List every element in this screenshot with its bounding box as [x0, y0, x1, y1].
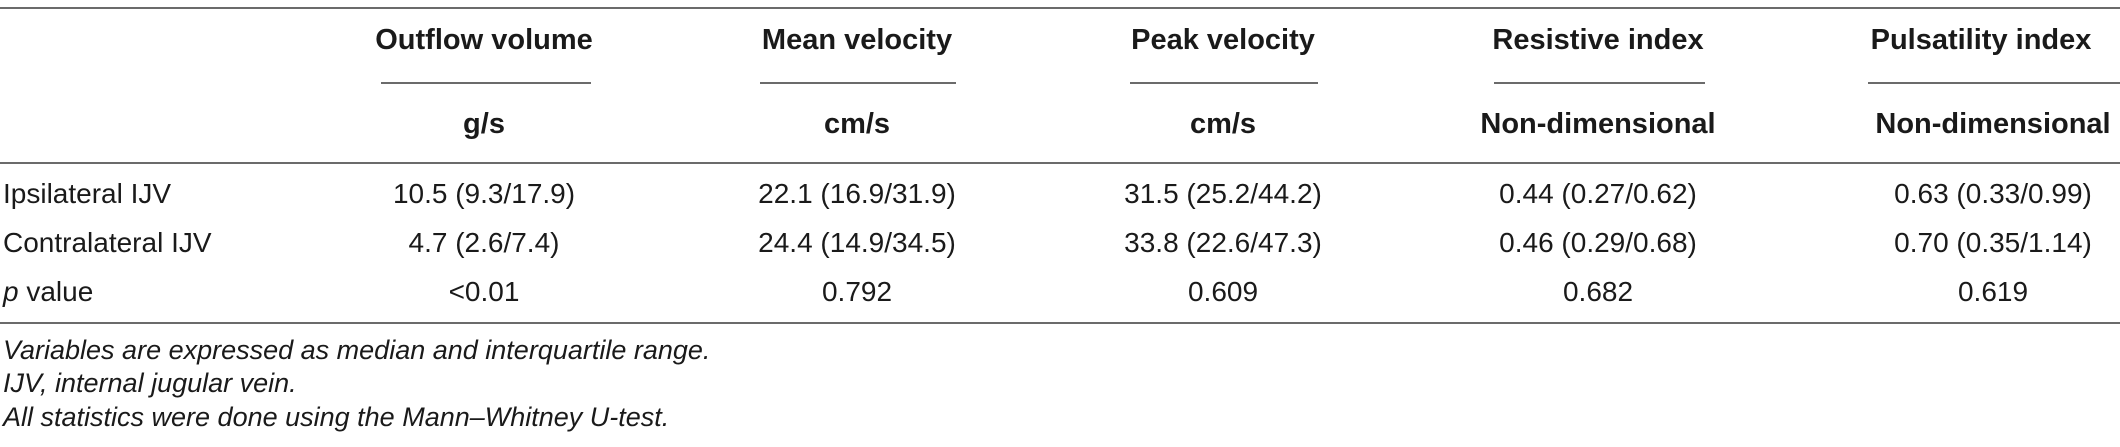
- cell-ipsi-mean: 22.1 (16.9/31.9): [758, 178, 956, 209]
- unit-resistive-index: Non-dimensional: [1480, 108, 1716, 140]
- p-value-label-text: value: [18, 276, 94, 307]
- p-symbol: p: [3, 276, 19, 307]
- cell-ipsi-resistive: 0.44 (0.27/0.62): [1499, 178, 1697, 209]
- row-label-ipsilateral: Ipsilateral IJV: [3, 178, 172, 209]
- header-outflow-volume: Outflow volume: [375, 24, 593, 56]
- header-underline-outflow: [381, 82, 591, 84]
- table-bottom-rule: [0, 322, 2120, 324]
- header-underline-pulsatility: [1868, 82, 2120, 84]
- cell-p-outflow: <0.01: [448, 276, 520, 307]
- unit-peak-velocity: cm/s: [1189, 108, 1257, 140]
- cell-contra-peak: 33.8 (22.6/47.3): [1124, 227, 1322, 258]
- unit-mean-velocity: cm/s: [823, 108, 891, 140]
- cell-ipsi-peak: 31.5 (25.2/44.2): [1124, 178, 1322, 209]
- cell-contra-mean: 24.4 (14.9/34.5): [758, 227, 956, 258]
- footnote-statistics: All statistics were done using the Mann–…: [3, 402, 670, 432]
- header-peak-velocity: Peak velocity: [1131, 24, 1315, 56]
- cell-contra-outflow: 4.7 (2.6/7.4): [408, 227, 560, 258]
- cell-p-mean: 0.792: [821, 276, 893, 307]
- cell-p-peak: 0.609: [1187, 276, 1259, 307]
- footnote-variables: Variables are expressed as median and in…: [3, 335, 711, 365]
- row-label-contralateral: Contralateral IJV: [3, 227, 212, 258]
- table-top-rule: [0, 7, 2120, 9]
- cell-p-resistive: 0.682: [1562, 276, 1634, 307]
- unit-outflow-volume: g/s: [463, 108, 505, 140]
- unit-pulsatility-index: Non-dimensional: [1875, 108, 2111, 140]
- cell-contra-resistive: 0.46 (0.29/0.68): [1499, 227, 1697, 258]
- cell-p-pulsatility: 0.619: [1957, 276, 2029, 307]
- header-bottom-rule: [0, 162, 2120, 164]
- cell-contra-pulsatility: 0.70 (0.35/1.14): [1894, 227, 2092, 258]
- header-underline-peak: [1130, 82, 1318, 84]
- row-label-p-value: p value: [3, 276, 93, 308]
- footnote-ijv: IJV, internal jugular vein.: [3, 368, 297, 398]
- header-underline-resistive: [1494, 82, 1705, 84]
- header-resistive-index: Resistive index: [1492, 24, 1704, 56]
- header-underline-mean: [760, 82, 956, 84]
- cell-ipsi-pulsatility: 0.63 (0.33/0.99): [1894, 178, 2092, 209]
- header-mean-velocity: Mean velocity: [761, 24, 953, 56]
- header-pulsatility-index: Pulsatility index: [1870, 24, 2092, 56]
- cell-ipsi-outflow: 10.5 (9.3/17.9): [392, 178, 576, 209]
